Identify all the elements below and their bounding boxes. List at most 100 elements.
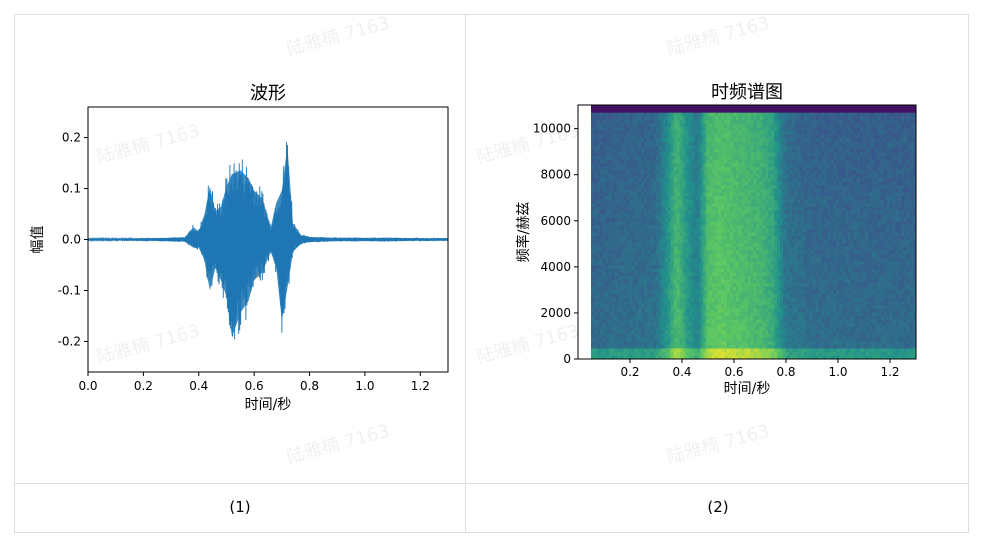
- spectrogram-cell: [664, 300, 669, 305]
- spectrogram-cell: [791, 181, 796, 186]
- spectrogram-cell: [703, 351, 707, 356]
- spectrogram-cell: [599, 304, 604, 309]
- spectrogram-cell: [679, 163, 683, 168]
- spectrogram-cell: [656, 264, 660, 269]
- spectrogram-cell: [729, 134, 734, 139]
- spectrogram-cell: [756, 333, 760, 338]
- spectrogram-cell: [738, 250, 743, 255]
- spectrogram-cell: [703, 275, 707, 280]
- spectrogram-cell: [741, 340, 746, 345]
- spectrogram-cell: [732, 141, 737, 146]
- spectrogram-cell: [786, 308, 790, 313]
- spectrogram-cell: [632, 340, 636, 345]
- spectrogram-cell: [676, 344, 681, 349]
- spectrogram-cell: [626, 268, 630, 273]
- spectrogram-cell: [726, 340, 731, 345]
- spectrogram-cell: [679, 315, 683, 320]
- spectrogram-cell: [673, 188, 678, 193]
- spectrogram-cell: [670, 311, 675, 316]
- spectrogram-cell: [747, 329, 751, 334]
- spectrogram-cell: [759, 319, 763, 324]
- spectrogram-cell: [632, 105, 636, 110]
- spectrogram-cell: [712, 141, 716, 146]
- spectrogram-cell: [729, 257, 734, 262]
- spectrogram-cell: [709, 300, 713, 305]
- spectrogram-cell: [593, 264, 598, 269]
- spectrogram-cell: [700, 326, 704, 331]
- spectrogram-cell: [723, 228, 728, 233]
- spectrogram-cell: [735, 232, 740, 237]
- spectrogram-cell: [786, 137, 790, 142]
- spectrogram-cell: [697, 130, 701, 135]
- spectrogram-cell: [641, 173, 645, 178]
- spectrogram-cell: [718, 282, 722, 287]
- spectrogram-cell: [715, 126, 719, 131]
- spectrogram-cell: [712, 123, 716, 128]
- spectrogram-cell: [797, 279, 802, 284]
- x-tick-label: 0.6: [245, 379, 264, 393]
- spectrogram-cell: [718, 228, 722, 233]
- spectrogram-cell: [591, 348, 595, 353]
- spectrogram-cell: [786, 199, 790, 204]
- spectrogram-cell: [617, 268, 621, 273]
- spectrogram-cell: [783, 144, 787, 149]
- spectrogram-cell: [667, 239, 672, 244]
- spectrogram-cell: [777, 155, 781, 160]
- spectrogram-cell: [626, 293, 630, 298]
- spectrogram-cell: [676, 213, 681, 218]
- spectrogram-cell: [653, 148, 657, 153]
- spectrogram-cell: [780, 329, 784, 334]
- spectrogram-cell: [608, 235, 613, 240]
- spectrogram-cell: [715, 141, 719, 146]
- spectrogram-cell: [658, 159, 663, 164]
- spectrogram-cell: [679, 355, 683, 360]
- spectrogram-cell: [670, 105, 675, 110]
- spectrogram-cell: [644, 279, 648, 284]
- spectrogram-cell: [732, 351, 737, 356]
- spectrogram-cell: [688, 173, 692, 178]
- spectrogram-cell: [738, 108, 743, 113]
- spectrogram-cell: [700, 304, 704, 309]
- spectrogram-cell: [726, 159, 731, 164]
- spectrogram-cell: [670, 163, 675, 168]
- spectrogram-cell: [614, 137, 618, 142]
- spectrogram-cell: [664, 242, 669, 247]
- spectrogram-cell: [688, 152, 692, 157]
- spectrogram-cell: [794, 228, 799, 233]
- spectrogram-cell: [664, 170, 669, 175]
- spectrogram-cell: [756, 188, 760, 193]
- spectrogram-cell: [656, 170, 660, 175]
- spectrogram-cell: [721, 275, 725, 280]
- spectrogram-cell: [682, 137, 686, 142]
- spectrogram-cell: [635, 184, 639, 189]
- spectrogram-cell: [750, 206, 754, 211]
- spectrogram-cell: [741, 246, 746, 251]
- spectrogram-cell: [676, 275, 681, 280]
- spectrogram-cell: [608, 344, 613, 349]
- spectrogram-cell: [768, 181, 772, 186]
- spectrogram-cell: [593, 210, 598, 215]
- spectrogram-cell: [735, 221, 740, 226]
- spectrogram-cell: [644, 337, 648, 342]
- spectrogram-cell: [626, 155, 630, 160]
- spectrogram-cell: [656, 166, 660, 171]
- spectrogram-cell: [729, 126, 734, 131]
- spectrogram-cell: [653, 202, 657, 207]
- spectrogram-cell: [726, 199, 731, 204]
- spectrogram-cell: [602, 155, 607, 160]
- spectrogram-cell: [623, 119, 627, 124]
- spectrogram-cell: [694, 257, 698, 262]
- spectrogram-cell: [608, 105, 613, 110]
- spectrogram-cell: [641, 355, 645, 360]
- spectrogram-cell: [786, 282, 790, 287]
- spectrogram-cell: [771, 261, 775, 266]
- spectrogram-cell: [709, 250, 713, 255]
- spectrogram-cell: [762, 195, 766, 200]
- spectrogram-cell: [726, 239, 731, 244]
- spectrogram-cell: [638, 112, 642, 117]
- spectrogram-cell: [721, 217, 725, 222]
- spectrogram-cell: [614, 348, 618, 353]
- spectrogram-cell: [715, 290, 719, 295]
- spectrogram-cell: [777, 242, 781, 247]
- spectrogram-cell: [656, 188, 660, 193]
